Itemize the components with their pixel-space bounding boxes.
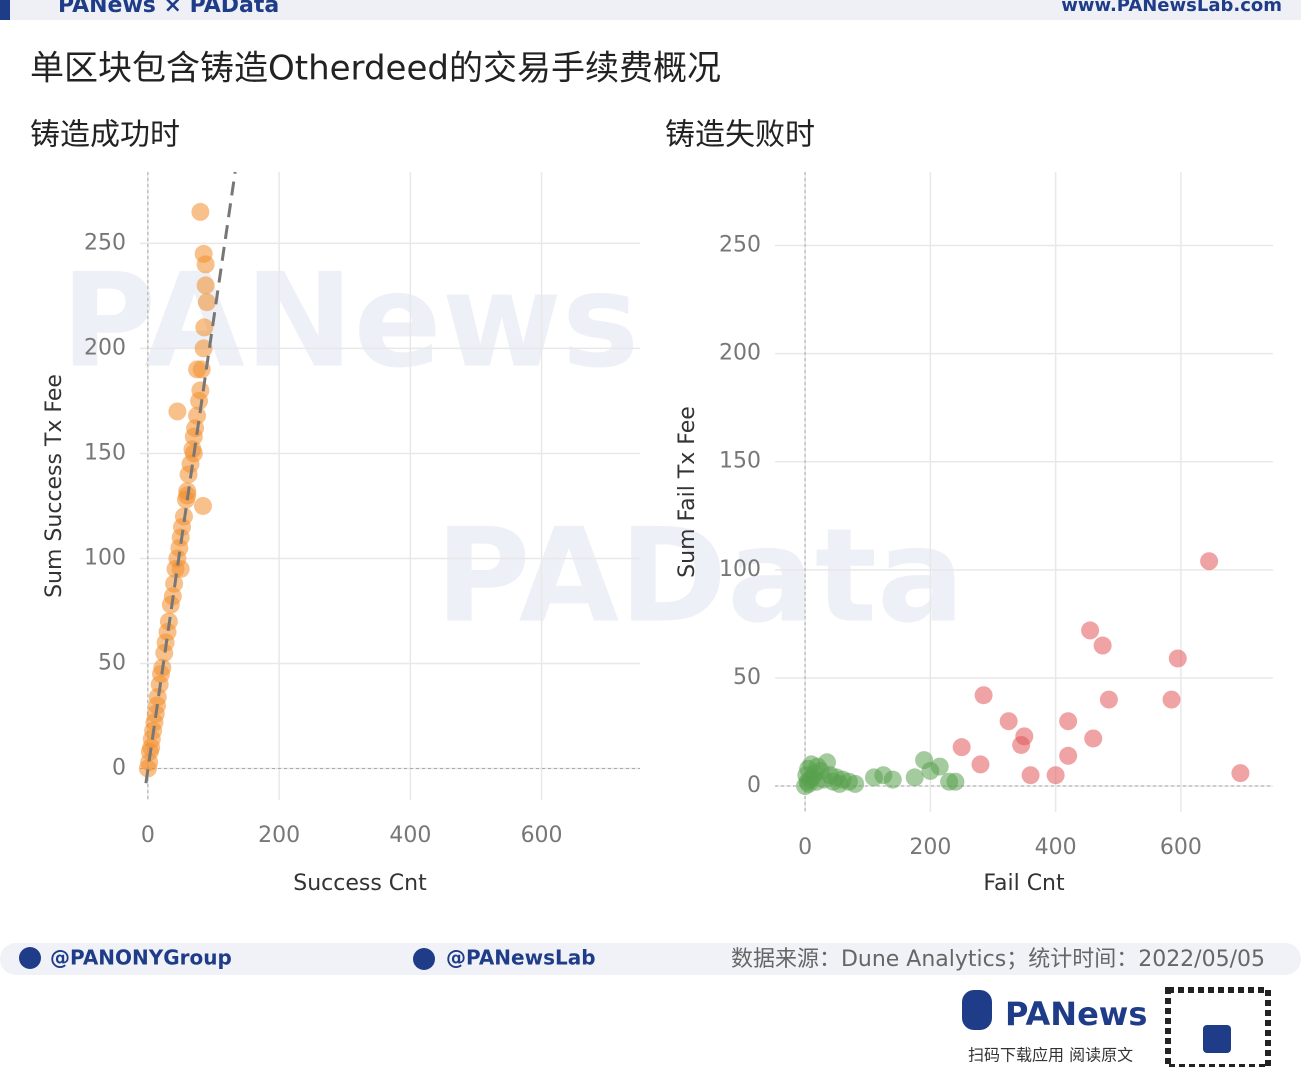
scatter-point (196, 276, 215, 295)
scatter-point (196, 255, 215, 274)
scatter-point (197, 293, 216, 312)
x-axis-label: Success Cnt (293, 871, 427, 896)
scatter-point (1200, 552, 1219, 571)
scatter-point (1099, 690, 1118, 709)
x-tick-label: 400 (1035, 835, 1077, 860)
y-tick-label: 200 (84, 335, 126, 360)
main-title: 单区块包含铸造Otherdeed的交易手续费概况 (30, 49, 721, 89)
scatter-point (194, 339, 213, 358)
y-tick-label: 250 (84, 230, 126, 255)
header-band (0, 0, 1301, 20)
header-logo (0, 0, 10, 20)
scatter-point (971, 755, 990, 774)
y-tick-label: 50 (733, 665, 761, 690)
scatter-point (999, 712, 1018, 731)
y-tick-label: 250 (719, 233, 761, 258)
footer-twitter: @PANONYGroup (50, 946, 232, 970)
scatter-point (191, 381, 210, 400)
scatter-point (1021, 766, 1040, 785)
scatter-point (1093, 636, 1112, 655)
chart-title: 铸造失败时 (665, 118, 815, 153)
scatter-point (195, 318, 214, 337)
charts: 铸造成功时 0 200 400 600 0 50 100 150 200 250 Success Cn… (30, 118, 1273, 896)
scatter-point (1015, 727, 1034, 746)
scatter-point (952, 738, 971, 757)
qr-caption: 扫码下载应用 阅读原文 (968, 1046, 1133, 1065)
x-tick-label: 200 (258, 823, 300, 848)
logo-icon (962, 990, 992, 1030)
x-tick-label: 0 (798, 835, 812, 860)
header-brand: PANews × PAData (58, 0, 279, 18)
qr-logo (1203, 1025, 1231, 1053)
scatter-point (1084, 729, 1103, 748)
y-tick-label: 150 (84, 440, 126, 465)
trend-line (144, 171, 237, 784)
scatter-point (193, 496, 212, 515)
y-tick-label: 100 (84, 545, 126, 570)
scatter-point (191, 202, 210, 221)
y-tick-label: 0 (112, 755, 126, 780)
scatter-point (188, 360, 207, 379)
scatter-point (905, 768, 924, 787)
y-tick-label: 150 (719, 449, 761, 474)
scatter-point (974, 686, 993, 705)
footer-band (0, 943, 1301, 975)
watermark: PANews (61, 245, 639, 397)
footer-logo: PANews (1005, 995, 1147, 1033)
scatter-point (1059, 712, 1078, 731)
watermark: PAData (435, 500, 964, 652)
y-axis-label: Sum Success Tx Fee (42, 374, 67, 598)
facebook-icon (413, 948, 435, 970)
y-tick-label: 200 (719, 341, 761, 366)
y-tick-label: 0 (747, 773, 761, 798)
scatter-point (1168, 649, 1187, 668)
x-tick-label: 200 (909, 835, 951, 860)
twitter-icon (19, 947, 41, 969)
scatter-point (846, 774, 865, 793)
x-tick-label: 600 (521, 823, 563, 848)
y-tick-label: 50 (98, 650, 126, 675)
scatter-point (1059, 746, 1078, 765)
y-axis-label: Sum Fail Tx Fee (675, 406, 700, 578)
footer-source: 数据来源：Dune Analytics；统计时间：2022/05/05 (731, 947, 1265, 972)
scatter-point (930, 757, 949, 776)
scatter-point (883, 770, 902, 789)
x-tick-label: 400 (389, 823, 431, 848)
x-axis-label: Fail Cnt (983, 871, 1065, 896)
scatter-point (1162, 690, 1181, 709)
chart-title: 铸造成功时 (30, 118, 180, 153)
scatter-point (1046, 766, 1065, 785)
y-tick-label: 100 (719, 557, 761, 582)
scatter-point (1081, 621, 1100, 640)
scatter-point (946, 772, 965, 791)
scatter-point (1231, 764, 1250, 783)
footer-facebook: @PANewsLab (446, 946, 596, 970)
scatter-point (171, 559, 190, 578)
x-tick-label: 600 (1160, 835, 1202, 860)
x-tick-label: 0 (141, 823, 155, 848)
scatter-point (168, 402, 187, 421)
header-site: www.PANewsLab.com (1061, 0, 1282, 16)
